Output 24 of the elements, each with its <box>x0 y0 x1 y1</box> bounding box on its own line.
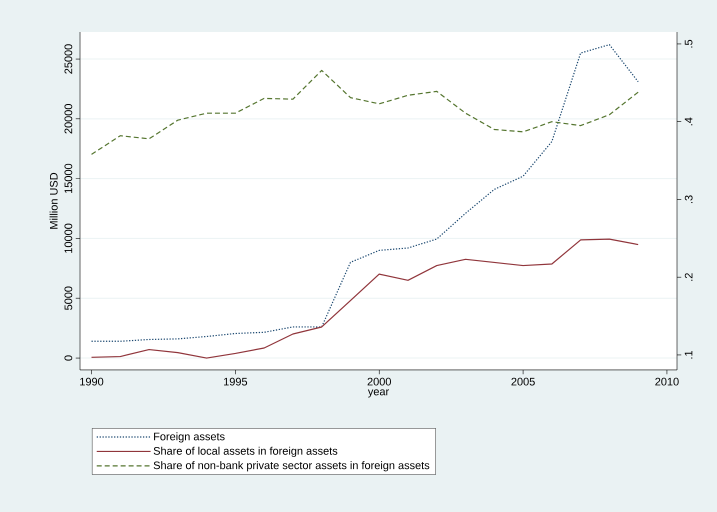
y2-tick-label: .3 <box>684 195 693 204</box>
legend-label: Share of local assets in foreign assets <box>154 446 338 457</box>
y-tick-label: 10000 <box>64 224 72 253</box>
legend-label: Foreign assets <box>154 432 225 443</box>
x-tick-label: 2000 <box>368 378 391 386</box>
line-series <box>90 70 639 155</box>
x-axis-title: year <box>368 389 389 398</box>
line-series <box>90 238 639 359</box>
y2-tick-label: .5 <box>684 40 692 48</box>
y-axis-title: Million USD <box>50 172 58 229</box>
y-tick-label: 25000 <box>64 44 72 74</box>
y-tick-label: 20000 <box>64 104 72 134</box>
y-tick-label: 5000 <box>64 286 72 310</box>
x-tick-label: 2010 <box>655 378 679 386</box>
x-tick-label: 1995 <box>224 378 248 386</box>
legend-label: Share of non-bank private sector assets in foreign assets <box>154 461 430 472</box>
y-tick-label: 0 <box>64 355 72 361</box>
y2-tick-label: .1 <box>684 350 692 359</box>
y2-tick-label: .2 <box>684 273 692 281</box>
x-tick-label: 1990 <box>80 378 104 386</box>
y-tick-label: 15000 <box>64 164 72 194</box>
line-series <box>90 44 639 342</box>
x-tick-label: 2005 <box>511 378 535 386</box>
y2-tick-label: .4 <box>684 117 692 126</box>
